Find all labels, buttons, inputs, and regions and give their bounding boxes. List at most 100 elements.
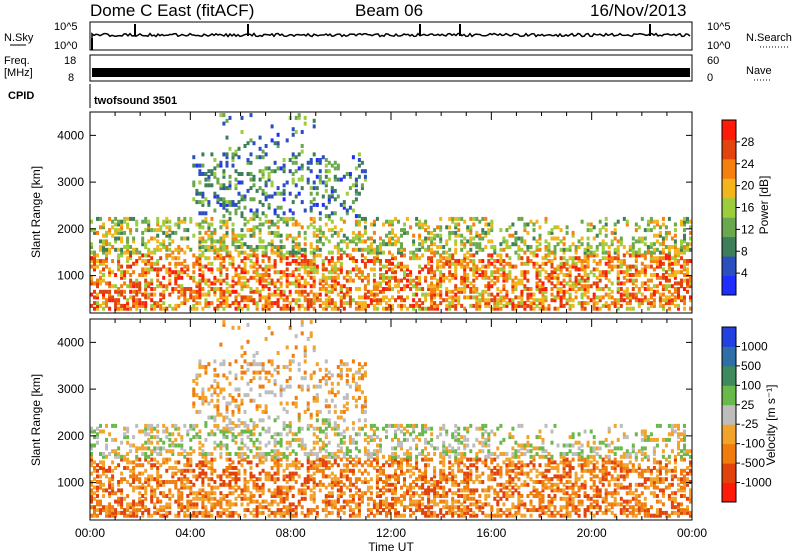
power-cell <box>219 281 223 286</box>
power-cell <box>333 287 337 291</box>
power-cell <box>388 306 391 311</box>
power-cell <box>592 303 596 308</box>
power-cell <box>637 270 641 275</box>
power-cell <box>294 242 298 247</box>
power-cell <box>312 180 316 185</box>
velocity-cell <box>267 370 271 375</box>
power-cell <box>201 306 205 311</box>
power-cell <box>294 222 298 227</box>
power-cell <box>508 270 512 275</box>
power-cell <box>351 200 355 205</box>
power-cell <box>345 253 349 258</box>
power-cell <box>96 284 99 289</box>
colorbar-swatch <box>722 256 736 276</box>
power-cell <box>448 270 452 275</box>
velocity-cell <box>150 440 154 445</box>
velocity-cell <box>132 513 136 518</box>
velocity-cell <box>114 491 118 496</box>
velocity-cell <box>366 454 370 459</box>
power-cell <box>330 163 334 168</box>
power-cell <box>586 287 590 291</box>
power-cell <box>114 273 118 277</box>
velocity-cell <box>330 505 334 510</box>
velocity-cell <box>255 485 259 490</box>
power-cell <box>580 264 584 269</box>
power-cell <box>505 301 509 306</box>
power-cell <box>658 275 662 280</box>
power-cell <box>360 233 364 238</box>
power-cell <box>677 261 680 266</box>
velocity-cell <box>315 393 319 398</box>
velocity-cell <box>123 496 127 501</box>
velocity-cell <box>138 496 142 501</box>
power-cell <box>159 281 163 286</box>
power-cell <box>162 264 166 269</box>
power-cell <box>379 247 382 252</box>
power-cell <box>96 301 99 306</box>
power-cell <box>243 233 247 238</box>
power-cell <box>225 152 229 157</box>
velocity-cell <box>288 359 292 364</box>
power-cell <box>556 278 560 283</box>
power-cell <box>360 303 364 308</box>
velocity-cell <box>192 379 196 383</box>
velocity-cell <box>144 491 148 496</box>
velocity-cell <box>306 457 310 462</box>
velocity-cell <box>114 423 118 428</box>
velocity-cell <box>231 477 235 482</box>
power-cell <box>327 289 331 294</box>
power-cell <box>667 259 671 263</box>
power-cell <box>400 303 403 308</box>
power-cell <box>439 256 443 261</box>
power-cell <box>165 270 169 275</box>
power-cell <box>159 228 163 233</box>
power-cell <box>240 267 244 272</box>
power-cell <box>114 306 118 311</box>
velocity-cell <box>333 432 337 437</box>
power-cell <box>502 295 506 300</box>
velocity-cell <box>270 454 274 459</box>
power-cell <box>541 267 545 272</box>
power-cell <box>120 228 124 233</box>
power-cell <box>213 247 217 252</box>
power-cell <box>300 253 304 258</box>
velocity-cell <box>219 482 223 487</box>
power-cell <box>520 289 524 294</box>
power-cell <box>312 233 316 238</box>
power-cell <box>649 301 653 306</box>
power-cell <box>342 233 346 238</box>
velocity-cell <box>129 510 133 515</box>
power-cell <box>397 239 400 244</box>
power-cell <box>255 273 259 277</box>
power-cell <box>279 306 283 311</box>
velocity-cell <box>210 384 214 389</box>
velocity-cell <box>270 359 274 364</box>
velocity-cell <box>141 443 145 448</box>
power-cell <box>306 301 310 306</box>
power-cell <box>99 216 102 221</box>
velocity-cell <box>234 466 238 470</box>
power-cell <box>282 216 286 221</box>
power-cell <box>153 267 157 272</box>
power-cell <box>363 264 367 269</box>
power-cell <box>535 284 539 289</box>
velocity-cell <box>246 429 250 434</box>
power-cell <box>201 191 205 196</box>
power-cell <box>141 301 145 306</box>
power-cell <box>562 261 566 266</box>
power-cell <box>565 259 569 263</box>
velocity-cell <box>240 376 244 381</box>
velocity-cell <box>156 460 160 465</box>
velocity-cell <box>258 457 262 462</box>
power-cell <box>616 239 620 244</box>
power-cell <box>207 222 211 227</box>
power-cell <box>339 295 343 300</box>
power-cell <box>219 270 223 275</box>
power-cell <box>532 292 536 297</box>
power-cell <box>505 295 509 300</box>
power-cell <box>333 261 337 266</box>
velocity-cell <box>267 477 271 482</box>
power-cell <box>117 301 121 306</box>
power-cell <box>658 256 662 261</box>
power-cell <box>90 303 93 308</box>
